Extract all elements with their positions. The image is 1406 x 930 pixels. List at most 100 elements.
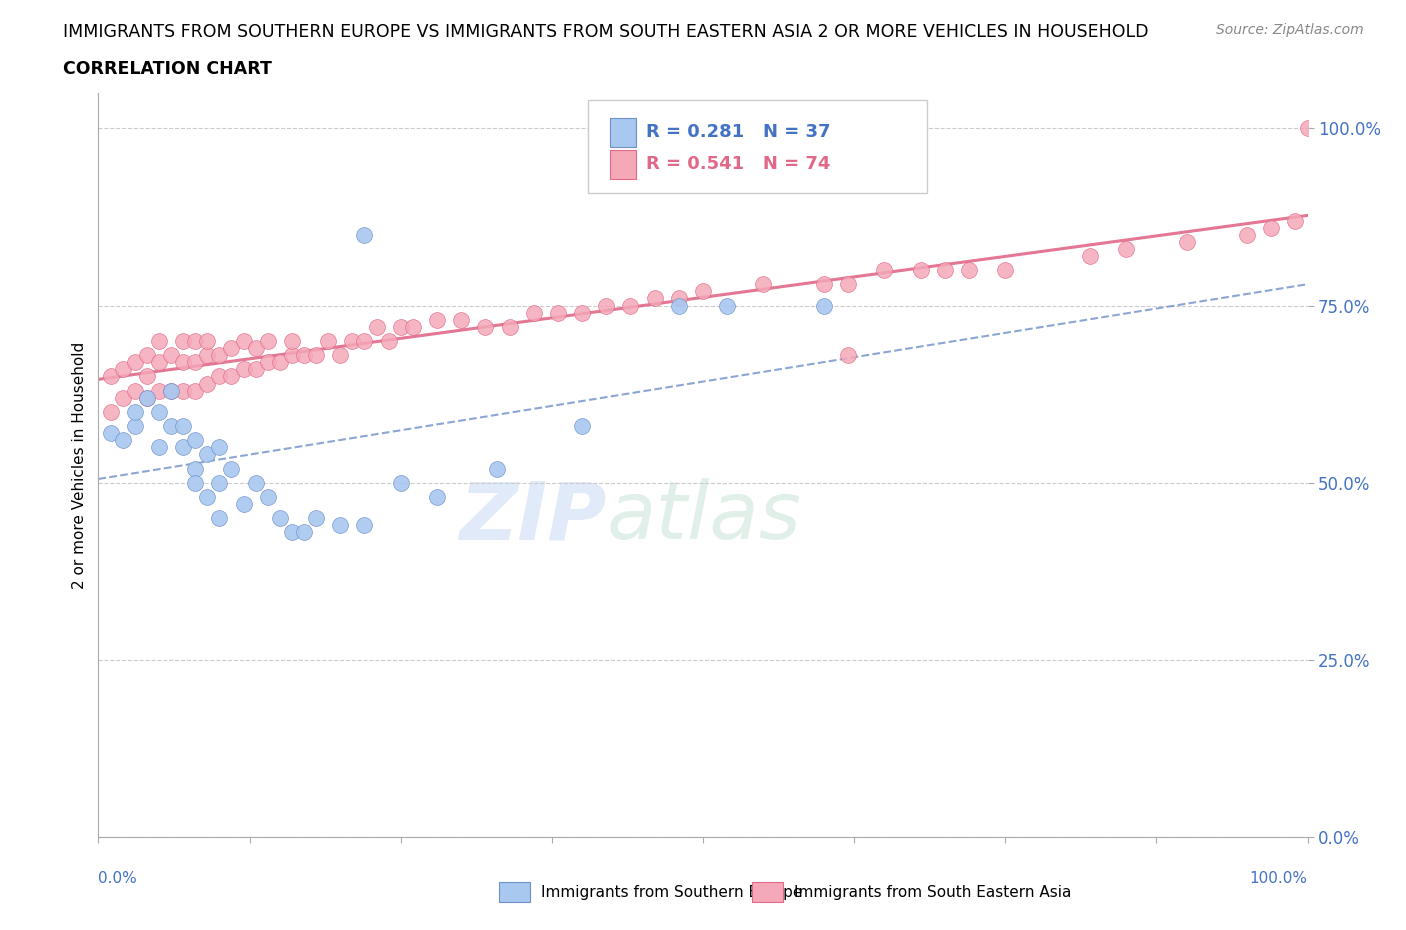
Point bbox=[172, 334, 194, 349]
Point bbox=[221, 369, 243, 384]
Point bbox=[486, 461, 509, 476]
Bar bbox=[610, 151, 637, 179]
Point bbox=[221, 461, 243, 476]
Bar bbox=[752, 882, 783, 902]
Text: R = 0.281   N = 37: R = 0.281 N = 37 bbox=[647, 124, 831, 141]
Point bbox=[160, 383, 183, 398]
Text: atlas: atlas bbox=[606, 478, 801, 556]
FancyBboxPatch shape bbox=[588, 100, 927, 193]
Point bbox=[329, 348, 352, 363]
Point bbox=[135, 391, 157, 405]
Point bbox=[256, 355, 278, 370]
Point bbox=[135, 391, 157, 405]
Point bbox=[292, 525, 315, 539]
Point bbox=[245, 362, 267, 377]
Point bbox=[100, 426, 122, 441]
Point bbox=[160, 418, 183, 433]
Point bbox=[172, 440, 194, 455]
Point bbox=[148, 383, 170, 398]
Point bbox=[124, 418, 146, 433]
Point bbox=[184, 461, 207, 476]
Point bbox=[1260, 220, 1282, 235]
Point bbox=[160, 348, 183, 363]
Point bbox=[329, 518, 352, 533]
Point bbox=[934, 262, 956, 277]
Point bbox=[148, 440, 170, 455]
Point bbox=[450, 312, 472, 327]
Point bbox=[232, 362, 254, 377]
Point bbox=[148, 405, 170, 419]
Point bbox=[124, 355, 146, 370]
Point bbox=[1284, 213, 1306, 228]
Point bbox=[269, 355, 291, 370]
Point bbox=[668, 299, 690, 313]
Text: 0.0%: 0.0% bbox=[98, 871, 138, 886]
Point bbox=[595, 299, 617, 313]
Point bbox=[353, 334, 375, 349]
Point bbox=[221, 340, 243, 355]
Point bbox=[619, 299, 641, 313]
Point bbox=[1115, 242, 1137, 257]
Point bbox=[195, 334, 218, 349]
Point bbox=[366, 319, 388, 334]
Point bbox=[402, 319, 425, 334]
Point bbox=[100, 369, 122, 384]
Point bbox=[208, 348, 231, 363]
Text: Source: ZipAtlas.com: Source: ZipAtlas.com bbox=[1216, 23, 1364, 37]
Point bbox=[547, 305, 569, 320]
Point bbox=[571, 418, 593, 433]
Text: 100.0%: 100.0% bbox=[1250, 871, 1308, 886]
Point bbox=[353, 518, 375, 533]
Point bbox=[813, 299, 835, 313]
Point bbox=[172, 418, 194, 433]
Point bbox=[957, 262, 980, 277]
Point bbox=[281, 525, 304, 539]
Point bbox=[1296, 121, 1319, 136]
Point bbox=[813, 277, 835, 292]
Point bbox=[208, 511, 231, 525]
Point bbox=[184, 355, 207, 370]
Point bbox=[208, 369, 231, 384]
Point bbox=[644, 291, 666, 306]
Point bbox=[523, 305, 546, 320]
Point bbox=[256, 334, 278, 349]
Point bbox=[232, 334, 254, 349]
Point bbox=[245, 340, 267, 355]
Point bbox=[837, 348, 859, 363]
Point bbox=[184, 432, 207, 447]
Point bbox=[342, 334, 364, 349]
Point bbox=[281, 348, 304, 363]
Point bbox=[571, 305, 593, 320]
Point bbox=[111, 391, 134, 405]
Text: R = 0.541   N = 74: R = 0.541 N = 74 bbox=[647, 155, 831, 173]
Point bbox=[305, 511, 328, 525]
Point bbox=[377, 334, 399, 349]
Text: CORRELATION CHART: CORRELATION CHART bbox=[63, 60, 273, 78]
Point bbox=[184, 475, 207, 490]
Point bbox=[498, 319, 520, 334]
Point bbox=[195, 447, 218, 462]
Point bbox=[910, 262, 932, 277]
Point bbox=[111, 362, 134, 377]
Point bbox=[195, 376, 218, 391]
Point bbox=[232, 497, 254, 512]
Point bbox=[148, 355, 170, 370]
Text: ZIP: ZIP bbox=[458, 478, 606, 556]
Point bbox=[426, 312, 449, 327]
Point bbox=[208, 440, 231, 455]
Text: IMMIGRANTS FROM SOUTHERN EUROPE VS IMMIGRANTS FROM SOUTH EASTERN ASIA 2 OR MORE : IMMIGRANTS FROM SOUTHERN EUROPE VS IMMIG… bbox=[63, 23, 1149, 41]
Point bbox=[208, 475, 231, 490]
Point bbox=[148, 334, 170, 349]
Point bbox=[245, 475, 267, 490]
Point bbox=[873, 262, 896, 277]
Point bbox=[994, 262, 1017, 277]
Point bbox=[269, 511, 291, 525]
Point bbox=[124, 383, 146, 398]
Point bbox=[100, 405, 122, 419]
Point bbox=[752, 277, 775, 292]
Point bbox=[389, 475, 412, 490]
Point bbox=[668, 291, 690, 306]
Point bbox=[305, 348, 328, 363]
Point bbox=[1236, 227, 1258, 242]
Point bbox=[353, 227, 375, 242]
